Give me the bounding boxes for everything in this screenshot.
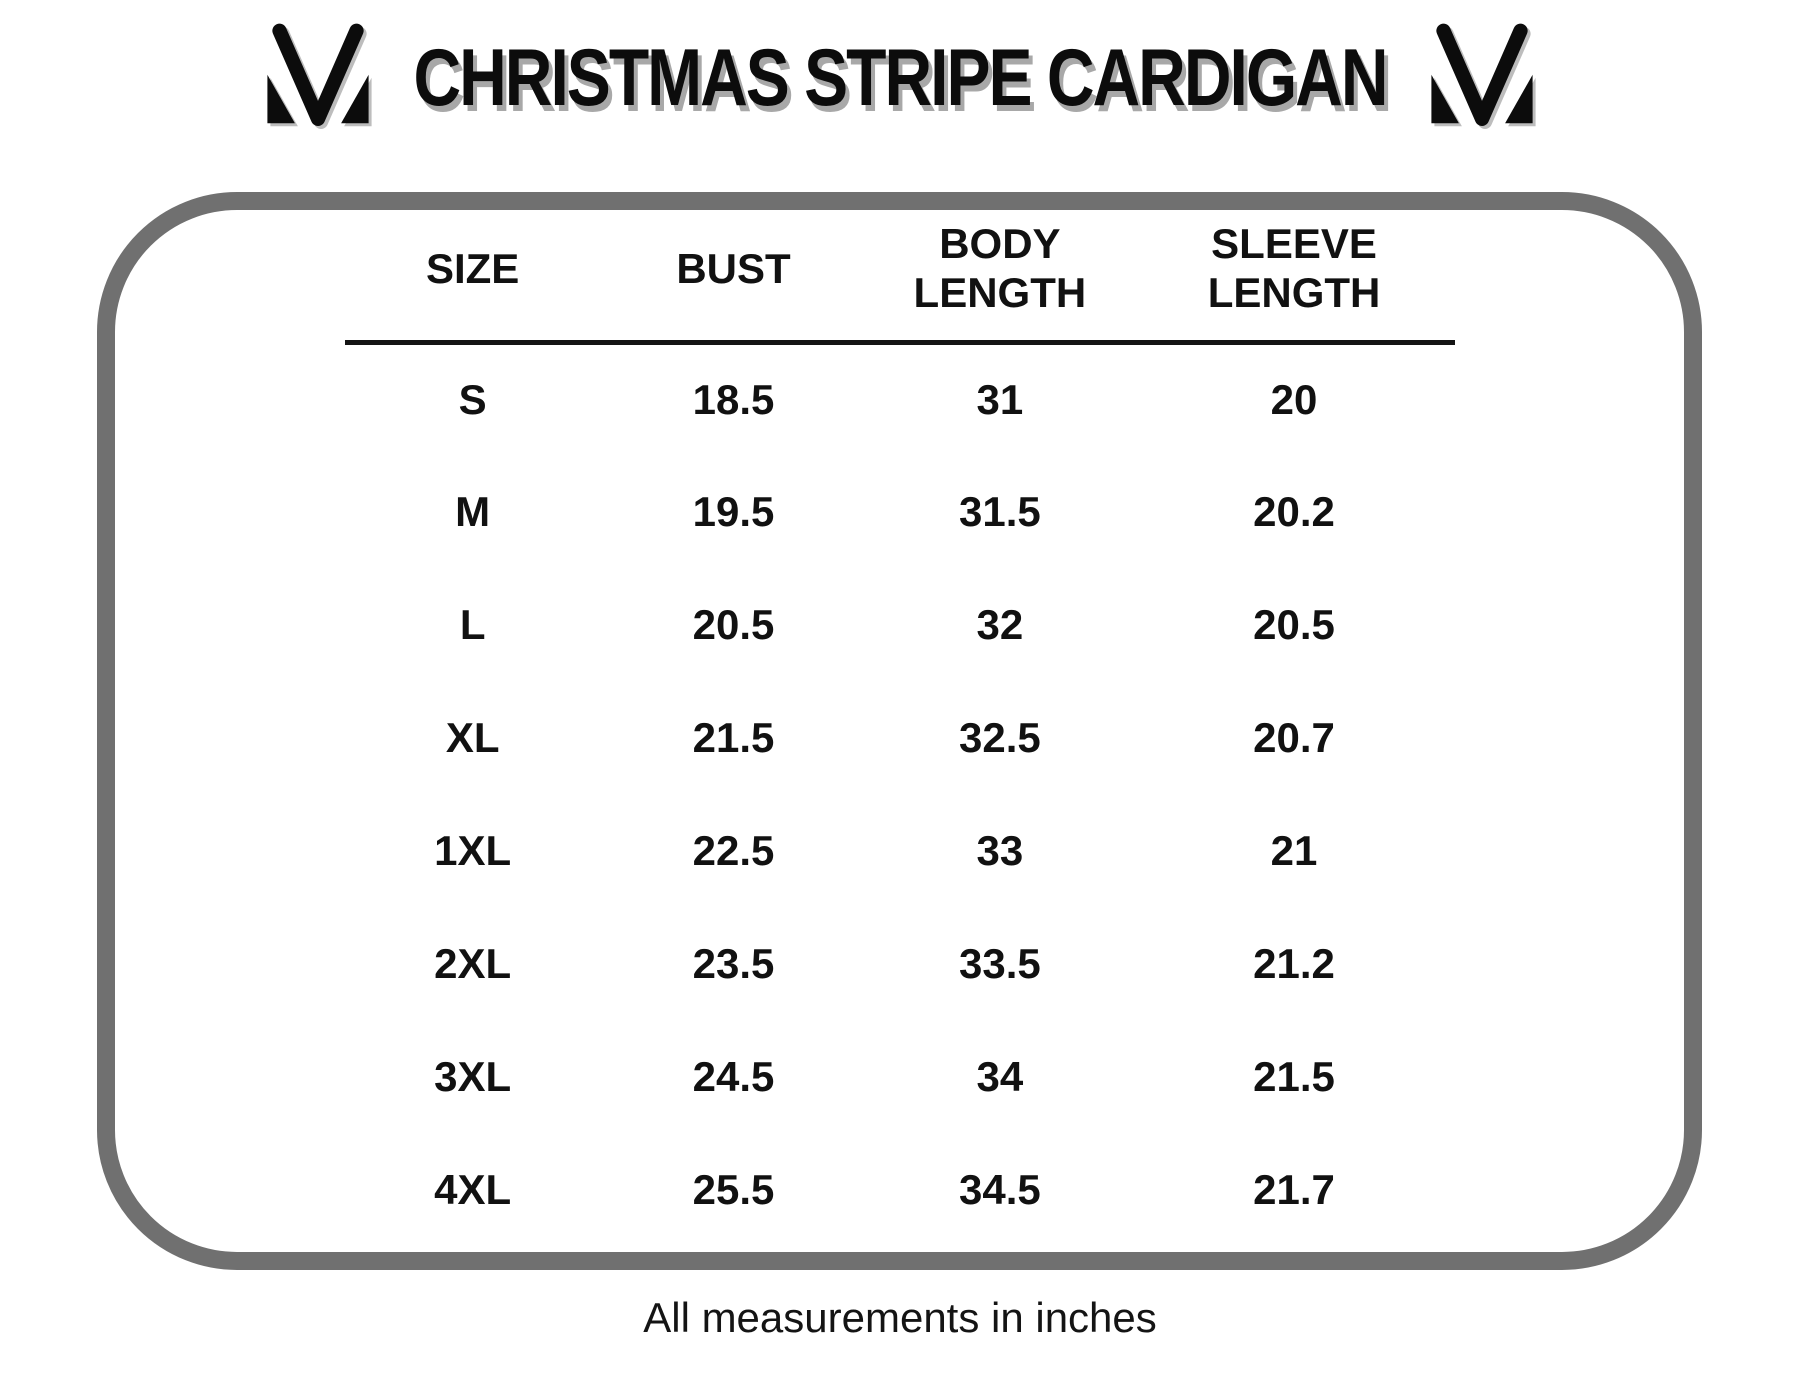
size-cell: S bbox=[458, 375, 487, 423]
table-row: XL 21.5 32.5 20.7 bbox=[345, 681, 1455, 794]
table-row: 1XL 22.5 33 21 bbox=[345, 794, 1455, 907]
measurement-cell: 33.5 bbox=[959, 939, 1041, 987]
table-row: M 19.5 31.5 20.2 bbox=[345, 455, 1455, 568]
size-chart-panel bbox=[97, 192, 1702, 1270]
table-row: 3XL 24.5 34 21.5 bbox=[345, 1020, 1455, 1133]
measurement-cell: 20.7 bbox=[1253, 713, 1335, 761]
measurement-cell: 20.5 bbox=[692, 600, 775, 648]
measurement-cell: 32.5 bbox=[959, 713, 1041, 761]
brand-header: CHRISTMAS STRIPE CARDIGAN bbox=[0, 22, 1800, 132]
measurement-cell: 34 bbox=[976, 1052, 1024, 1100]
size-cell: L bbox=[459, 600, 486, 648]
measurement-cell: 21.7 bbox=[1253, 1165, 1335, 1213]
measurement-cell: 21.2 bbox=[1253, 939, 1335, 987]
size-cell: XL bbox=[445, 713, 500, 761]
measurement-cell: 25.5 bbox=[692, 1165, 775, 1213]
measurement-cell: 18.5 bbox=[692, 375, 775, 423]
measurement-cell: 24.5 bbox=[692, 1052, 775, 1100]
table-row: 4XL 25.5 34.5 21.7 bbox=[345, 1133, 1455, 1246]
measurement-cell: 21 bbox=[1270, 826, 1318, 874]
column-header: SIZE bbox=[345, 212, 601, 345]
page-title: CHRISTMAS STRIPE CARDIGAN bbox=[413, 31, 1388, 123]
measurement-cell: 19.5 bbox=[692, 487, 775, 535]
size-cell: M bbox=[455, 487, 491, 535]
table-row: 2XL 23.5 33.5 21.2 bbox=[345, 907, 1455, 1020]
table-body: S 18.5 31 20 M 19.5 31.5 20.2 L 20.5 32 20.5 XL 21.5 3… bbox=[345, 342, 1455, 1246]
column-header: SLEEVE LENGTH bbox=[1133, 212, 1455, 345]
size-chart-table: SIZE BUST BODY LENGTH SLEEVE LENGTH S 18.5 31… bbox=[345, 212, 1455, 1246]
size-cell: 4XL bbox=[434, 1165, 512, 1213]
measurement-cell: 32 bbox=[976, 600, 1024, 648]
measurement-cell: 20.2 bbox=[1253, 487, 1335, 535]
measurement-cell: 21.5 bbox=[1253, 1052, 1335, 1100]
measurement-cell: 20.5 bbox=[1253, 600, 1335, 648]
size-cell: 2XL bbox=[434, 939, 512, 987]
column-header: BUST bbox=[600, 212, 867, 345]
measurement-cell: 20 bbox=[1270, 375, 1318, 423]
measurement-cell: 34.5 bbox=[959, 1165, 1041, 1213]
measurement-cell: 33 bbox=[976, 826, 1024, 874]
brand-m-logo-icon-left bbox=[257, 22, 379, 132]
brand-m-logo-icon-right bbox=[1421, 22, 1543, 132]
measurement-note: All measurements in inches bbox=[643, 1294, 1157, 1341]
size-cell: 1XL bbox=[434, 826, 512, 874]
table-row: S 18.5 31 20 bbox=[345, 342, 1455, 455]
measurement-cell: 31.5 bbox=[959, 487, 1041, 535]
measurement-cell: 21.5 bbox=[692, 713, 775, 761]
measurement-cell: 22.5 bbox=[692, 826, 775, 874]
measurement-cell: 31 bbox=[976, 375, 1024, 423]
measurement-cell: 23.5 bbox=[692, 939, 775, 987]
table-row: L 20.5 32 20.5 bbox=[345, 568, 1455, 681]
table-header-row: SIZE BUST BODY LENGTH SLEEVE LENGTH bbox=[345, 212, 1455, 345]
size-cell: 3XL bbox=[434, 1052, 512, 1100]
column-header: BODY LENGTH bbox=[866, 212, 1134, 345]
